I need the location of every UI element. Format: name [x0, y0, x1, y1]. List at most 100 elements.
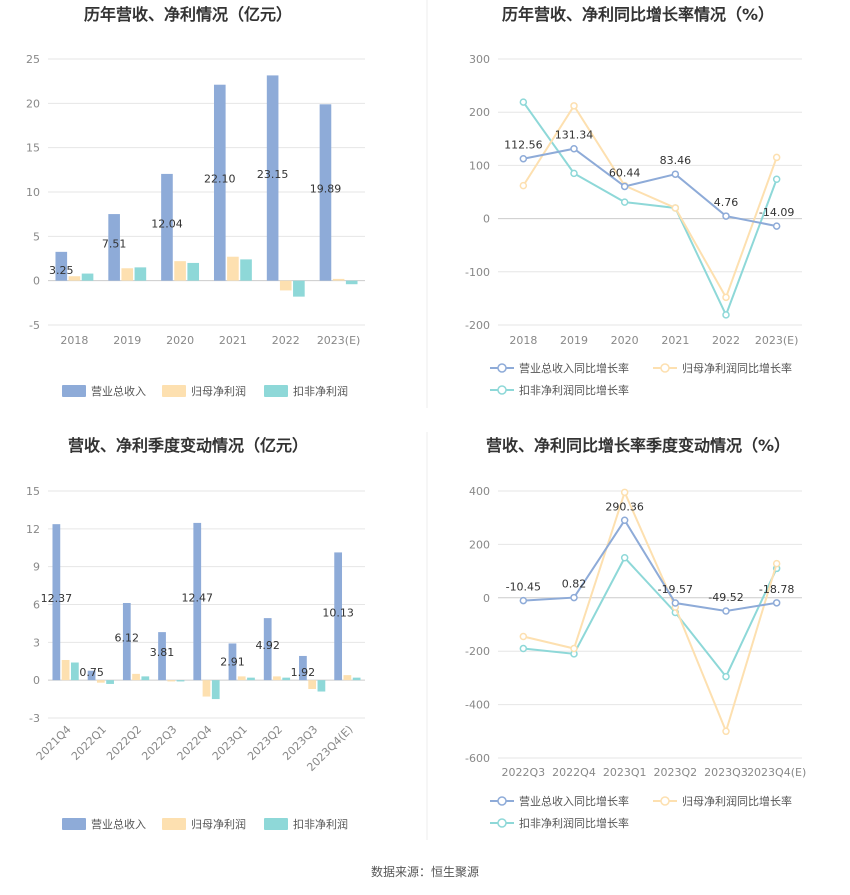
chart1-bar-3 [345, 280, 358, 285]
chart3-bar-3 [352, 677, 361, 681]
chart2-data-label: 60.44 [609, 166, 641, 179]
chart4-line-2 [523, 489, 778, 735]
chart2-point-3 [570, 169, 578, 178]
chart1-bar-2 [121, 268, 134, 281]
chart4-point-2 [722, 727, 730, 736]
chart1-legend-label: 归母净利润 [191, 384, 246, 398]
chart2-point-2 [519, 181, 528, 190]
chart2-point-2 [772, 153, 781, 162]
chart3-data-label: 4.92 [255, 639, 280, 652]
chart1-bar-3 [81, 273, 94, 281]
chart1-bar-3 [293, 280, 305, 297]
chart2-point-2 [671, 204, 680, 212]
chart2-legend-marker [497, 385, 507, 395]
chart1-legend-label: 营业总收入 [91, 384, 146, 398]
chart3-data-label: 12.47 [182, 592, 214, 605]
chart3-bar-1 [122, 602, 131, 681]
chart3-xtick: 2023Q1 [210, 723, 250, 763]
chart3-legend-label: 归母净利润 [191, 817, 246, 831]
chart2-legend-label: 营业总收入同比增长率 [519, 361, 629, 375]
chart1-data-label: 22.10 [204, 173, 236, 186]
chart4-point-1 [519, 596, 528, 605]
chart4-point-1 [620, 516, 629, 525]
chart1-ytick: 0 [33, 275, 40, 288]
chart1-bar-2 [68, 276, 81, 281]
chart1-bar-3 [134, 267, 147, 281]
chart1-ytick: 10 [26, 186, 40, 199]
chart4-point-1 [772, 599, 781, 607]
chart3-bar-3 [282, 677, 291, 681]
chart3-data-label: 0.75 [79, 666, 104, 679]
chart3-ytick: 9 [33, 561, 40, 574]
chart4-legend-marker [497, 796, 507, 806]
chart3-xtick: 2021Q4 [34, 723, 74, 763]
chart3-bar-2 [237, 676, 246, 681]
chart4-xtick: 2023Q4(E) [747, 766, 806, 779]
chart2-legend-label: 归母净利润同比增长率 [682, 361, 792, 375]
chart4-ytick: 0 [483, 592, 490, 605]
chart2-point-3 [772, 175, 781, 183]
chart4-line-1 [523, 518, 777, 613]
chart3-ytick: 0 [33, 674, 40, 687]
chart3-bar-1 [87, 670, 96, 681]
chart2-ytick: -100 [465, 266, 490, 279]
chart2-point-1 [671, 170, 680, 178]
chart1-xtick: 2020 [166, 334, 194, 347]
chart2-data-label: 83.46 [660, 154, 692, 167]
chart1-bar-1 [55, 251, 68, 281]
chart3-legend-label: 营业总收入 [91, 817, 146, 831]
chart1-legend-swatch [162, 385, 186, 397]
chart4-legend-label: 营业总收入同比增长率 [519, 794, 629, 808]
chart4-data-label: -18.78 [759, 583, 794, 596]
chart1-ytick: -5 [29, 319, 40, 332]
chart1-bar-3 [240, 259, 252, 281]
chart3-bar-2 [202, 680, 211, 697]
chart1-legend-label: 扣非净利润 [293, 384, 348, 398]
chart3-bar-3 [247, 677, 255, 681]
chart3-bar-1 [334, 552, 343, 681]
chart3-bar-1 [299, 655, 307, 681]
chart4-point-1 [671, 599, 680, 607]
chart3-xtick: 2022Q4 [175, 723, 215, 763]
chart2-point-1 [722, 212, 730, 220]
chart4-ytick: -400 [465, 699, 490, 712]
chart2-xtick: 2020 [611, 334, 639, 347]
chart4-point-1 [722, 607, 730, 615]
chart1-bar-1 [213, 84, 226, 281]
chart3-bar-1 [193, 522, 202, 681]
chart4-legend-marker [660, 796, 670, 806]
chart1-data-label: 19.89 [310, 182, 342, 195]
chart2-xtick: 2018 [509, 334, 537, 347]
chart1-xtick: 2018 [60, 334, 88, 347]
chart4-data-label: -49.52 [708, 591, 743, 604]
chart4-data-label: -19.57 [658, 583, 693, 596]
chart2-xtick: 2019 [560, 334, 588, 347]
chart4-legend-label: 扣非净利润同比增长率 [519, 816, 629, 830]
chart3-bar-1 [263, 618, 272, 681]
chart3-legend-swatch [62, 818, 86, 830]
chart2-xtick: 2023(E) [755, 334, 799, 347]
chart3-bar-3 [211, 680, 220, 700]
chart1-legend-swatch [264, 385, 288, 397]
chart4-xtick: 2023Q1 [603, 766, 647, 779]
chart1-xtick: 2019 [113, 334, 141, 347]
chart2-xtick: 2021 [661, 334, 689, 347]
chart3-title: 营收、净利季度变动情况（亿元） [68, 436, 308, 455]
chart1-bar-2 [227, 256, 239, 281]
chart2-point-3 [722, 311, 730, 319]
chart1-xtick: 2021 [219, 334, 247, 347]
chart1-xtick: 2023(E) [317, 334, 361, 347]
chart1-data-label: 7.51 [102, 237, 127, 250]
chart1-bar-1 [108, 214, 120, 281]
chart2-point-1 [772, 222, 781, 230]
chart4-point-3 [722, 672, 730, 681]
chart2-ytick: 200 [469, 106, 490, 119]
chart2-point-3 [620, 198, 629, 206]
chart2-data-label: -14.09 [759, 206, 794, 219]
chart2-line-1 [523, 147, 777, 228]
chart3-legend-label: 扣非净利润 [293, 817, 348, 831]
chart4-ytick: -600 [465, 752, 490, 765]
chart3-bar-3 [141, 676, 150, 681]
chart2-title: 历年营收、净利同比增长率情况（%） [502, 5, 774, 24]
chart4-point-2 [772, 559, 781, 568]
